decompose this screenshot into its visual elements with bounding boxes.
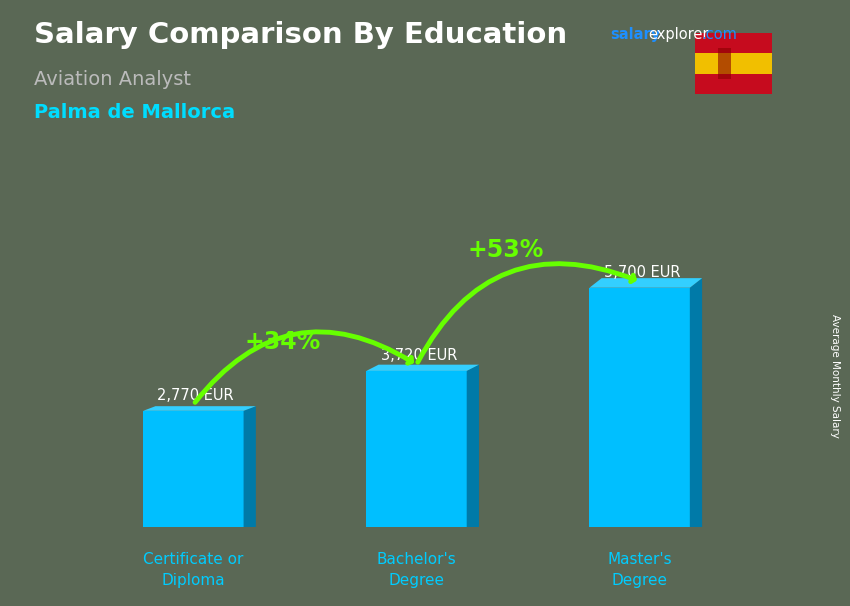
Text: explorer: explorer (649, 27, 709, 42)
Polygon shape (143, 406, 256, 411)
Bar (695, 33, 772, 53)
Polygon shape (244, 406, 256, 527)
Text: 5,700 EUR: 5,700 EUR (604, 265, 680, 280)
Bar (695, 74, 772, 94)
Bar (143, 411, 244, 527)
Bar (695, 53, 772, 74)
Text: Certificate or
Diploma: Certificate or Diploma (143, 553, 244, 588)
Text: Palma de Mallorca: Palma de Mallorca (34, 103, 235, 122)
Text: Aviation Analyst: Aviation Analyst (34, 70, 191, 88)
Bar (718, 48, 731, 79)
Text: Salary Comparison By Education: Salary Comparison By Education (34, 21, 567, 49)
Polygon shape (467, 365, 479, 527)
Text: Master's
Degree: Master's Degree (607, 553, 672, 588)
Bar (366, 371, 467, 527)
Text: +53%: +53% (468, 238, 544, 262)
Text: salary: salary (610, 27, 660, 42)
Text: .com: .com (701, 27, 737, 42)
Polygon shape (366, 365, 479, 371)
Bar (589, 288, 690, 527)
Text: Average Monthly Salary: Average Monthly Salary (830, 314, 840, 438)
Text: +34%: +34% (245, 330, 320, 353)
Polygon shape (589, 278, 702, 288)
Polygon shape (690, 278, 702, 527)
Text: 2,770 EUR: 2,770 EUR (157, 388, 234, 403)
Text: 3,720 EUR: 3,720 EUR (381, 348, 457, 364)
Text: Bachelor's
Degree: Bachelor's Degree (377, 553, 456, 588)
